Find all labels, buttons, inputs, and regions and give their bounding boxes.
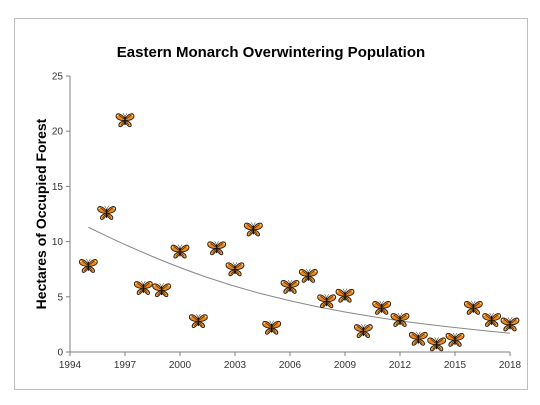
chart-title: Eastern Monarch Overwintering Population xyxy=(117,44,425,61)
butterfly-icon xyxy=(280,279,300,294)
y-tick-label: 5 xyxy=(57,292,63,303)
butterfly-icon xyxy=(408,331,428,346)
x-tick-labels: 1994 1997 2000 2003 2006 2009 2012 2015 2018 xyxy=(59,352,522,371)
butterfly-icon xyxy=(243,221,263,237)
butterfly-icon xyxy=(152,282,172,298)
butterfly-icon xyxy=(78,258,98,273)
y-tick-label: 15 xyxy=(52,182,64,193)
butterfly-icon xyxy=(372,300,392,315)
butterfly-icon xyxy=(207,240,227,256)
y-tick-labels: 0 5 10 15 20 25 xyxy=(52,72,70,359)
butterfly-icon xyxy=(262,320,282,335)
x-tick-label: 1997 xyxy=(114,360,137,371)
y-tick-label: 20 xyxy=(52,127,64,138)
butterfly-icon xyxy=(463,300,483,315)
butterfly-icon xyxy=(353,323,373,339)
y-tick-label: 25 xyxy=(52,72,64,83)
x-tick-label: 2000 xyxy=(169,360,192,371)
axes xyxy=(69,76,510,353)
butterfly-icon xyxy=(133,280,153,296)
y-tick-label: 10 xyxy=(52,237,64,248)
butterfly-icon xyxy=(170,244,190,259)
trendline xyxy=(88,226,511,334)
butterfly-icon xyxy=(335,288,355,303)
butterfly-icon xyxy=(482,312,502,328)
butterfly-icon xyxy=(500,316,520,332)
x-tick-label: 2018 xyxy=(499,360,522,371)
x-tick-label: 1994 xyxy=(59,360,82,371)
x-tick-label: 2012 xyxy=(389,360,412,371)
butterfly-icon xyxy=(317,293,337,309)
butterfly-icon xyxy=(97,205,117,220)
y-tick-label: 0 xyxy=(57,348,63,359)
data-points xyxy=(78,112,520,352)
butterfly-icon xyxy=(188,313,208,329)
y-axis-label: Hectares of Occupied Forest xyxy=(33,118,49,309)
butterfly-icon xyxy=(427,336,447,352)
butterfly-icon xyxy=(298,268,318,283)
butterfly-icon xyxy=(390,312,410,328)
x-tick-label: 2006 xyxy=(279,360,302,371)
x-tick-label: 2003 xyxy=(224,360,247,371)
butterfly-icon xyxy=(445,332,465,347)
butterfly-icon xyxy=(115,112,135,128)
x-tick-label: 2009 xyxy=(334,360,357,371)
x-tick-label: 2015 xyxy=(444,360,467,371)
butterfly-icon xyxy=(225,261,245,277)
